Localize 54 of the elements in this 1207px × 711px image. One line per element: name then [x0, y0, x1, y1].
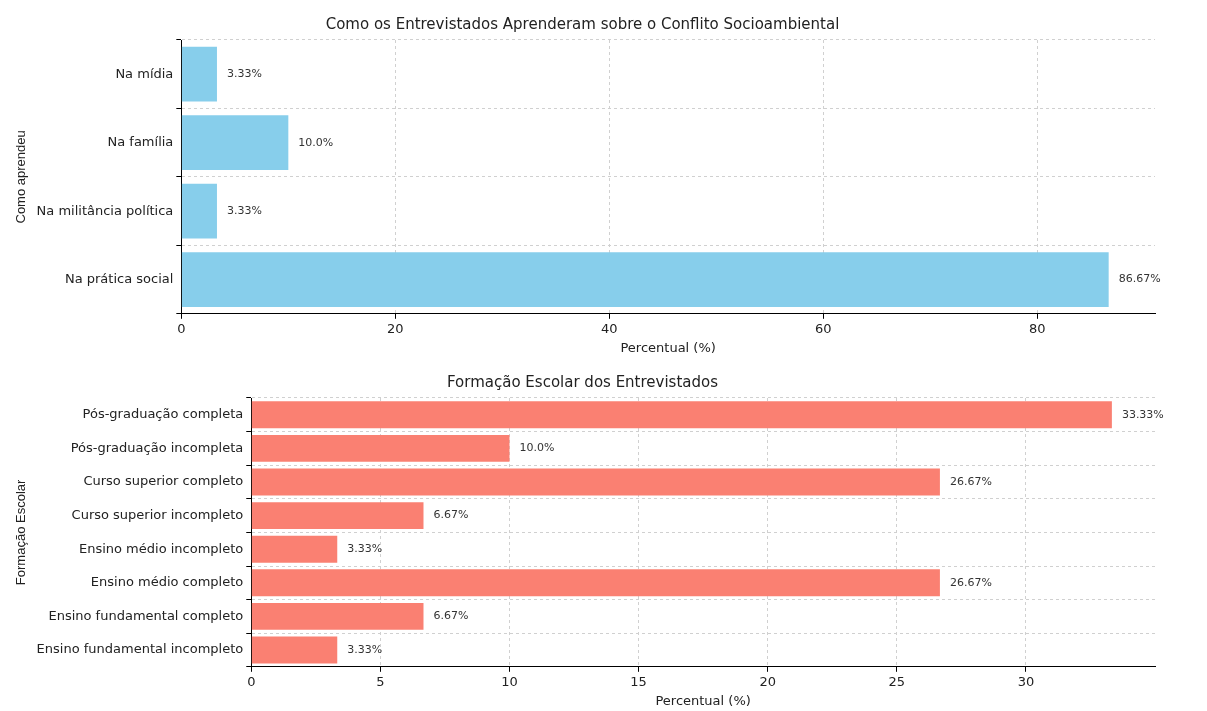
- x-axis-title: Percentual (%): [655, 692, 751, 708]
- x-tick-label: 10: [501, 673, 518, 689]
- y-tick-label: Na família: [107, 134, 174, 150]
- y-tick-label: Ensino médio completo: [90, 574, 244, 590]
- y-tick-label: Na militância política: [36, 202, 174, 218]
- x-tick-label: 20: [387, 320, 404, 336]
- x-tick-label: 15: [630, 673, 647, 689]
- data-label: 10.0%: [298, 135, 334, 149]
- bar: [251, 636, 338, 664]
- y-tick-label: Na mídia: [115, 65, 174, 81]
- bar: [181, 183, 217, 239]
- data-label: 26.67%: [949, 575, 992, 589]
- data-label: 10.0%: [519, 441, 555, 455]
- x-tick-label: 0: [247, 673, 256, 689]
- x-tick-label: 60: [815, 320, 832, 336]
- x-tick-label: 25: [888, 673, 906, 689]
- y-tick-label: Ensino fundamental incompleto: [36, 641, 244, 657]
- y-tick-label: Na prática social: [64, 270, 174, 286]
- data-label: 33.33%: [1121, 407, 1164, 421]
- bar: [251, 401, 1112, 429]
- data-label: 6.67%: [433, 508, 469, 522]
- data-label: 26.67%: [949, 474, 992, 488]
- bar: [181, 252, 1109, 307]
- chart-title: Formação Escolar dos Entrevistados: [446, 372, 719, 391]
- data-label: 3.33%: [347, 542, 383, 556]
- bar: [181, 115, 289, 171]
- bar: [251, 502, 424, 530]
- x-axis-title: Percentual (%): [620, 339, 716, 355]
- bar: [251, 569, 940, 597]
- y-tick-label: Curso superior completo: [83, 473, 244, 489]
- y-tick-label: Ensino fundamental completo: [48, 607, 244, 623]
- bar: [251, 434, 510, 462]
- data-label: 3.33%: [347, 642, 383, 656]
- data-label: 86.67%: [1118, 272, 1161, 286]
- x-tick-label: 30: [1017, 673, 1035, 689]
- bar: [251, 468, 940, 496]
- x-tick-label: 80: [1029, 320, 1046, 336]
- x-tick-label: 40: [601, 320, 618, 336]
- chart-title: Como os Entrevistados Aprenderam sobre o Conflito Socioambiental: [325, 14, 840, 33]
- y-axis-title: Formação Escolar: [13, 478, 29, 586]
- data-label: 3.33%: [226, 67, 262, 81]
- x-tick-label: 0: [177, 320, 186, 336]
- y-tick-label: Ensino médio incompleto: [78, 540, 244, 556]
- data-label: 3.33%: [226, 203, 262, 217]
- y-tick-label: Pós-graduação incompleta: [70, 439, 244, 455]
- data-label: 6.67%: [433, 609, 469, 623]
- y-axis-title: Como aprendeu: [13, 130, 29, 224]
- y-tick-label: Curso superior incompleto: [71, 506, 244, 522]
- y-tick-label: Pós-graduação completa: [82, 406, 244, 422]
- bar: [181, 46, 217, 102]
- x-tick-label: 20: [759, 673, 776, 689]
- bar: [251, 535, 338, 563]
- bar: [251, 602, 424, 630]
- x-tick-label: 5: [376, 673, 385, 689]
